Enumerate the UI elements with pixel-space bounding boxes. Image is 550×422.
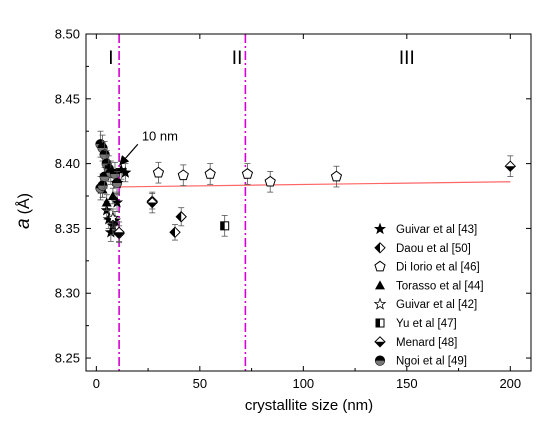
y-axis-title: a (Å) bbox=[13, 193, 34, 229]
x-tick-label: 0 bbox=[93, 376, 100, 391]
data-point bbox=[109, 168, 121, 180]
annotation-label: 10 nm bbox=[142, 128, 178, 143]
legend-marker bbox=[374, 336, 386, 348]
legend-label: Guivar et al [43] bbox=[396, 224, 477, 236]
data-point bbox=[107, 191, 118, 201]
region-label: II bbox=[232, 48, 243, 69]
y-axis-unit: (Å) bbox=[14, 193, 33, 214]
legend-marker bbox=[374, 260, 386, 272]
data-point bbox=[175, 211, 187, 223]
data-point bbox=[152, 166, 165, 178]
legend-label: Daou et al [50] bbox=[396, 243, 471, 255]
series-5 bbox=[220, 215, 230, 237]
legend-marker bbox=[374, 355, 386, 366]
legend-label: Di Iorio et al [46] bbox=[396, 262, 480, 274]
plot-frame bbox=[85, 33, 532, 372]
legend-label: Menard [48] bbox=[396, 337, 457, 349]
x-tick-label: 150 bbox=[396, 376, 418, 391]
x-tick-label: 200 bbox=[499, 376, 521, 391]
region-label: III bbox=[399, 48, 415, 69]
data-point bbox=[101, 197, 112, 207]
data-point bbox=[113, 226, 125, 239]
legend-label: Ngoi et al [49] bbox=[396, 356, 467, 368]
legend-marker bbox=[373, 222, 387, 235]
data-point bbox=[97, 180, 108, 191]
legend-marker bbox=[375, 280, 385, 290]
data-point bbox=[146, 196, 158, 209]
data-point bbox=[99, 149, 110, 160]
legend-label: Guivar et al [42] bbox=[396, 299, 477, 311]
legend-label: Torasso et al [44] bbox=[396, 280, 484, 292]
y-tick-label: 8.30 bbox=[55, 286, 80, 301]
data-point bbox=[106, 211, 120, 224]
series-7 bbox=[95, 130, 123, 201]
x-tick-label: 50 bbox=[193, 376, 207, 391]
data-point bbox=[504, 160, 517, 172]
data-point bbox=[264, 175, 276, 187]
x-axis-title: crystallite size (nm) bbox=[245, 397, 373, 414]
series-2 bbox=[152, 161, 343, 193]
y-tick-label: 8.25 bbox=[55, 351, 80, 366]
legend-marker bbox=[373, 297, 387, 310]
plot-area bbox=[86, 34, 531, 371]
y-tick-label: 8.45 bbox=[55, 91, 80, 106]
data-point bbox=[220, 221, 230, 231]
data-point bbox=[204, 168, 216, 179]
data-point bbox=[330, 170, 343, 182]
annotation-arrow bbox=[119, 143, 139, 166]
region-label: I bbox=[108, 48, 113, 69]
y-tick-label: 8.40 bbox=[55, 156, 80, 171]
data-point bbox=[241, 168, 254, 179]
legend-label: Yu et al [47] bbox=[396, 318, 457, 330]
y-tick-label: 8.35 bbox=[55, 221, 80, 236]
legend-marker bbox=[374, 242, 386, 254]
legend-marker bbox=[375, 318, 385, 328]
y-axis-symbol: a bbox=[13, 218, 34, 229]
series-6 bbox=[113, 155, 517, 244]
data-point bbox=[169, 226, 181, 239]
data-point bbox=[111, 177, 123, 189]
x-tick-label: 100 bbox=[292, 376, 314, 391]
fit-line bbox=[117, 181, 511, 188]
data-point bbox=[119, 166, 132, 178]
data-point bbox=[177, 169, 189, 181]
y-tick-label: 8.50 bbox=[55, 27, 80, 42]
